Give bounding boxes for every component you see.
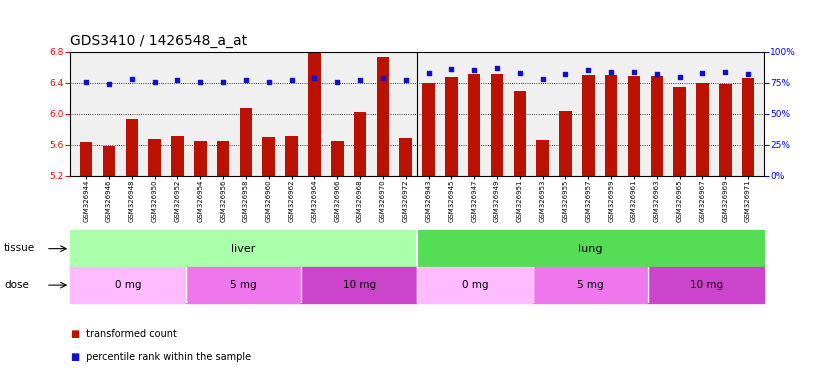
Point: [695, 70, 709, 76]
Point: [377, 75, 390, 81]
Bar: [696, 83, 709, 175]
Bar: [651, 76, 663, 175]
Point: [354, 77, 367, 83]
Text: liver: liver: [231, 243, 256, 254]
Point: [468, 67, 481, 73]
Bar: [331, 141, 344, 175]
Bar: [263, 137, 275, 175]
Bar: [80, 142, 93, 175]
Bar: [628, 76, 640, 175]
Text: GDS3410 / 1426548_a_at: GDS3410 / 1426548_a_at: [70, 34, 247, 48]
Bar: [217, 141, 230, 175]
Point: [79, 78, 93, 84]
Point: [650, 71, 663, 77]
Point: [673, 73, 686, 79]
Bar: [70, 230, 417, 267]
Bar: [186, 267, 301, 303]
Text: 5 mg: 5 mg: [577, 280, 604, 290]
Bar: [354, 112, 367, 175]
Text: ■: ■: [70, 352, 79, 362]
Bar: [559, 111, 572, 175]
Point: [513, 70, 526, 76]
Bar: [582, 75, 595, 175]
Text: 10 mg: 10 mg: [343, 280, 376, 290]
Bar: [377, 57, 389, 175]
Bar: [445, 78, 458, 175]
Text: 5 mg: 5 mg: [230, 280, 257, 290]
Bar: [285, 136, 298, 175]
Bar: [149, 139, 161, 175]
Point: [742, 71, 755, 77]
Point: [628, 69, 641, 75]
Text: 0 mg: 0 mg: [462, 280, 488, 290]
Point: [330, 78, 344, 84]
Point: [582, 67, 595, 73]
Bar: [648, 267, 764, 303]
Text: transformed count: transformed count: [83, 329, 177, 339]
Text: 10 mg: 10 mg: [690, 280, 723, 290]
Point: [240, 77, 253, 83]
Bar: [491, 73, 503, 175]
Text: tissue: tissue: [4, 243, 36, 253]
Point: [422, 70, 435, 76]
Bar: [301, 267, 417, 303]
Bar: [605, 75, 617, 175]
Point: [171, 77, 184, 83]
Bar: [70, 267, 186, 303]
Point: [148, 78, 161, 84]
Point: [399, 77, 412, 83]
Bar: [240, 108, 252, 175]
Point: [126, 76, 139, 82]
Point: [444, 66, 458, 72]
Text: 0 mg: 0 mg: [115, 280, 141, 290]
Bar: [468, 74, 481, 175]
Bar: [417, 230, 764, 267]
Bar: [417, 267, 533, 303]
Point: [605, 69, 618, 75]
Bar: [308, 46, 320, 175]
Point: [719, 69, 732, 75]
Point: [308, 75, 321, 81]
Bar: [400, 138, 412, 175]
Point: [536, 76, 549, 82]
Point: [102, 81, 116, 87]
Text: percentile rank within the sample: percentile rank within the sample: [83, 352, 251, 362]
Point: [262, 78, 275, 84]
Point: [559, 71, 572, 77]
Bar: [422, 83, 434, 175]
Bar: [536, 140, 549, 175]
Point: [285, 77, 298, 83]
Point: [491, 65, 504, 71]
Text: dose: dose: [4, 280, 29, 290]
Bar: [514, 91, 526, 175]
Bar: [194, 141, 206, 175]
Bar: [171, 136, 183, 175]
Bar: [673, 87, 686, 175]
Text: ■: ■: [70, 329, 79, 339]
Bar: [742, 78, 754, 175]
Point: [193, 78, 206, 84]
Text: lung: lung: [578, 243, 603, 254]
Point: [216, 78, 230, 84]
Bar: [533, 267, 648, 303]
Bar: [719, 84, 732, 175]
Bar: [126, 119, 138, 175]
Bar: [102, 146, 116, 175]
